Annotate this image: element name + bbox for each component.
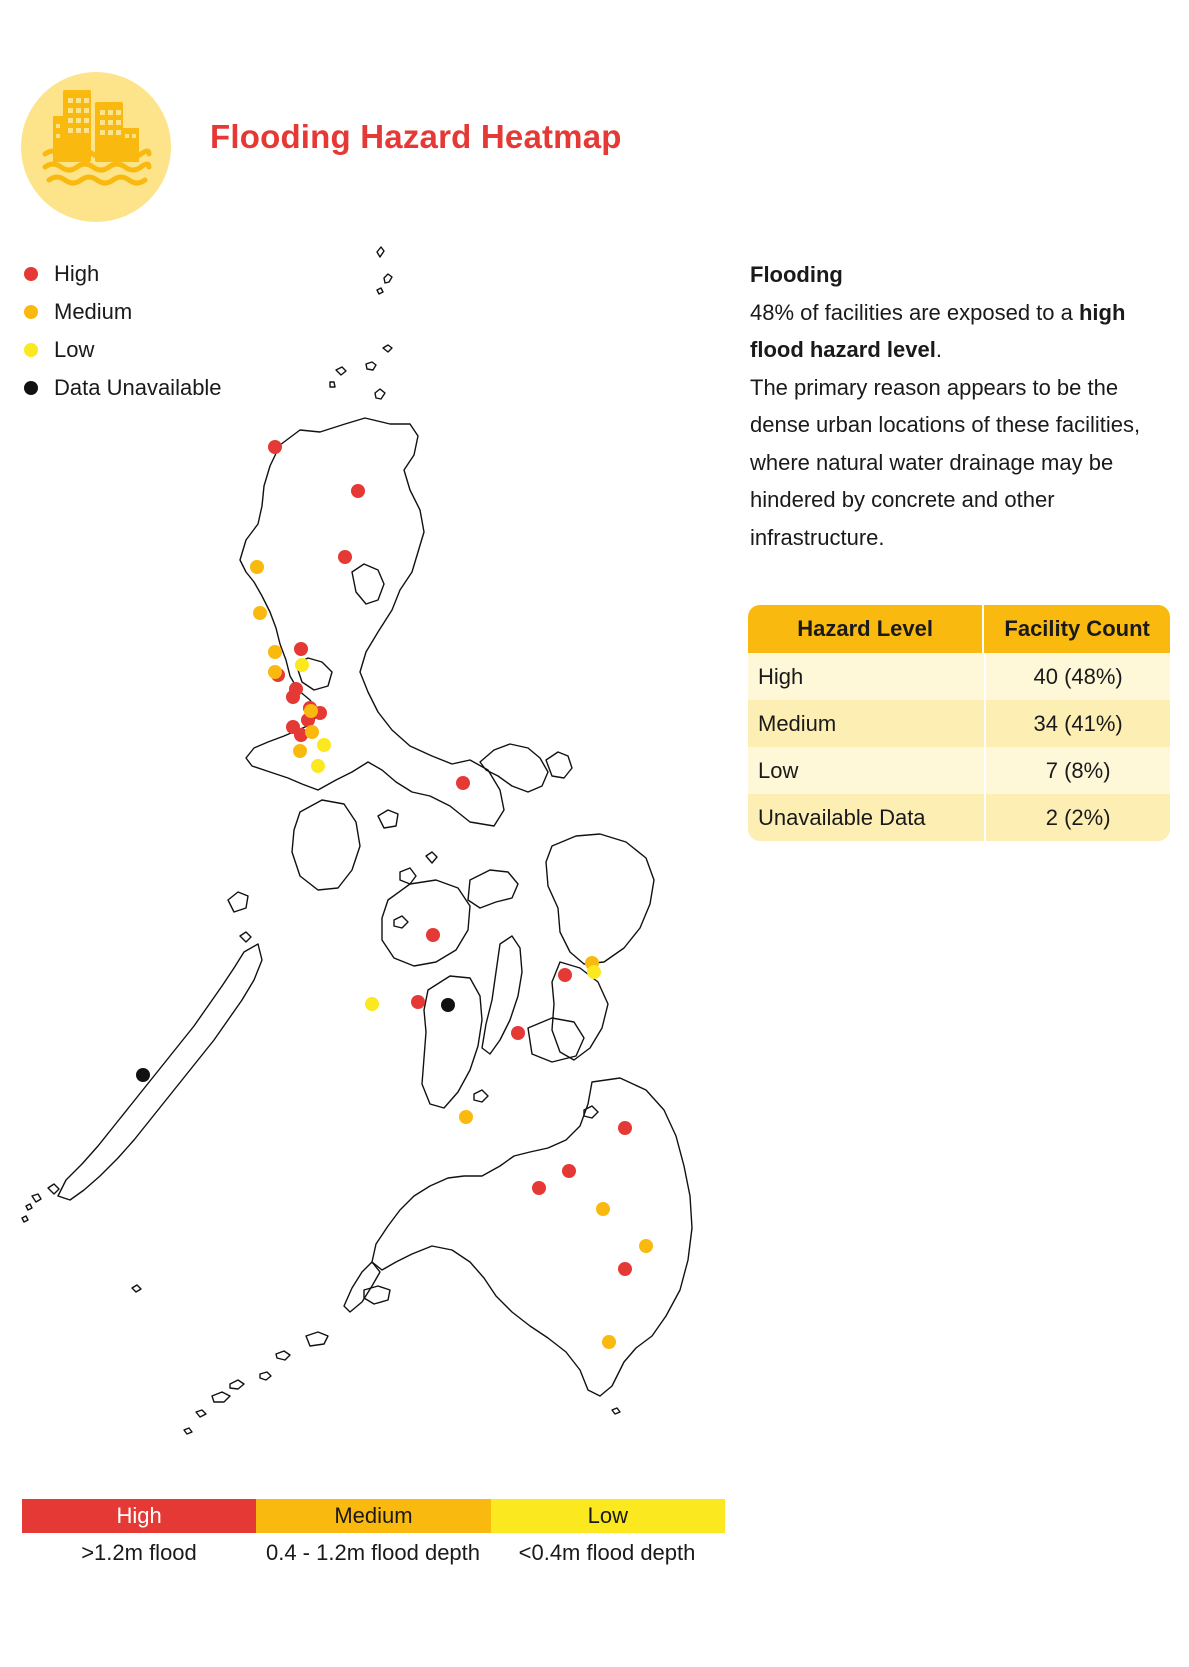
facility-marker-medium <box>459 1110 473 1124</box>
facility-marker-medium <box>268 645 282 659</box>
island-outlines <box>21 246 693 1435</box>
hazard-level-cell: High <box>748 653 985 700</box>
facility-marker-medium <box>596 1202 610 1216</box>
high-dot-icon <box>24 267 38 281</box>
facility-marker-low <box>587 965 601 979</box>
legend-label: Medium <box>54 299 133 324</box>
legend-item-medium: Medium <box>22 293 222 331</box>
facility-marker-medium <box>293 744 307 758</box>
summary-heading: Flooding <box>750 262 843 287</box>
summary-lead-end: . <box>935 337 942 362</box>
table-row: High 40 (48%) <box>748 653 1170 700</box>
facility-marker-medium <box>253 606 267 620</box>
facility-marker-low <box>365 997 379 1011</box>
summary-lead-emphasis: high flood hazard level <box>750 299 1126 363</box>
facility-marker-high <box>338 550 352 564</box>
scale-desc-medium: 0.4 - 1.2m flood depth <box>265 1540 481 1565</box>
legend-label: Low <box>54 337 95 362</box>
page-title: Flooding Hazard Heatmap <box>210 118 622 155</box>
table-row: Low 7 (8%) <box>748 747 1170 794</box>
scale-segment-high: High <box>22 1499 257 1533</box>
facility-marker-low <box>295 658 309 672</box>
scale-segment-low: Low <box>490 1499 725 1533</box>
facility-marker-high <box>532 1181 546 1195</box>
summary-body: The primary reason appears to be the den… <box>750 374 1141 550</box>
facility-markers <box>136 440 653 1349</box>
facility-marker-medium <box>250 560 264 574</box>
table-row: Medium 34 (41%) <box>748 700 1170 747</box>
facility-marker-low <box>311 759 325 773</box>
facility-marker-high <box>426 928 440 942</box>
philippines-map <box>21 246 693 1435</box>
map-legend: High Medium Low Data Unavailable <box>22 255 222 407</box>
facility-marker-high <box>456 776 470 790</box>
legend-label: Data Unavailable <box>54 375 222 400</box>
facility-marker-high <box>562 1164 576 1178</box>
hazard-level-cell: Low <box>748 747 985 794</box>
facility-marker-medium <box>268 665 282 679</box>
facility-count-cell: 7 (8%) <box>984 747 1170 794</box>
legend-item-high: High <box>22 255 222 293</box>
facility-marker-medium <box>639 1239 653 1253</box>
facility-marker-medium <box>602 1335 616 1349</box>
facility-marker-low <box>317 738 331 752</box>
facility-marker-data-unavailable <box>136 1068 150 1082</box>
facility-marker-high <box>294 728 308 742</box>
facility-marker-high <box>268 440 282 454</box>
scale-desc-low: <0.4m flood depth <box>518 1540 696 1565</box>
low-dot-icon <box>24 343 38 357</box>
hazard-level-cell: Medium <box>748 700 985 747</box>
facility-marker-high <box>411 995 425 1009</box>
column-header-facility-count: Facility Count <box>984 605 1170 653</box>
summary-lead: 48% of facilities are exposed to a high … <box>750 294 1170 369</box>
table-header-row: Hazard Level Facility Count <box>748 605 1170 653</box>
facility-marker-data-unavailable <box>441 998 455 1012</box>
facility-marker-medium <box>305 725 319 739</box>
table-row: Unavailable Data 2 (2%) <box>748 794 1170 841</box>
flooding-summary: Flooding 48% of facilities are exposed t… <box>750 256 1170 556</box>
facility-marker-high <box>286 690 300 704</box>
facility-marker-high <box>294 642 308 656</box>
hazard-level-cell: Unavailable Data <box>748 794 985 841</box>
data-unavailable-dot-icon <box>24 381 38 395</box>
legend-item-low: Low <box>22 331 222 369</box>
medium-dot-icon <box>24 305 38 319</box>
flooded-buildings-icon <box>21 72 171 222</box>
facility-marker-high <box>351 484 365 498</box>
facility-count-cell: 2 (2%) <box>984 794 1170 841</box>
facility-count-cell: 34 (41%) <box>984 700 1170 747</box>
facility-marker-high <box>618 1121 632 1135</box>
facility-marker-high <box>558 968 572 982</box>
scale-segment-medium: Medium <box>256 1499 491 1533</box>
facility-count-cell: 40 (48%) <box>984 653 1170 700</box>
legend-label: High <box>54 261 100 286</box>
column-header-hazard-level: Hazard Level <box>748 605 985 653</box>
legend-item-data-unavailable: Data Unavailable <box>22 369 222 407</box>
flood-depth-scale: High Medium Low <box>22 1499 725 1533</box>
facility-marker-medium <box>304 704 318 718</box>
summary-lead-text: 48% of facilities are exposed to a <box>750 299 1079 325</box>
facility-marker-high <box>511 1026 525 1040</box>
facility-marker-high <box>618 1262 632 1276</box>
hazard-count-table: Hazard Level Facility Count High 40 (48%… <box>748 605 1170 841</box>
scale-desc-high: >1.2m flood <box>81 1540 197 1565</box>
